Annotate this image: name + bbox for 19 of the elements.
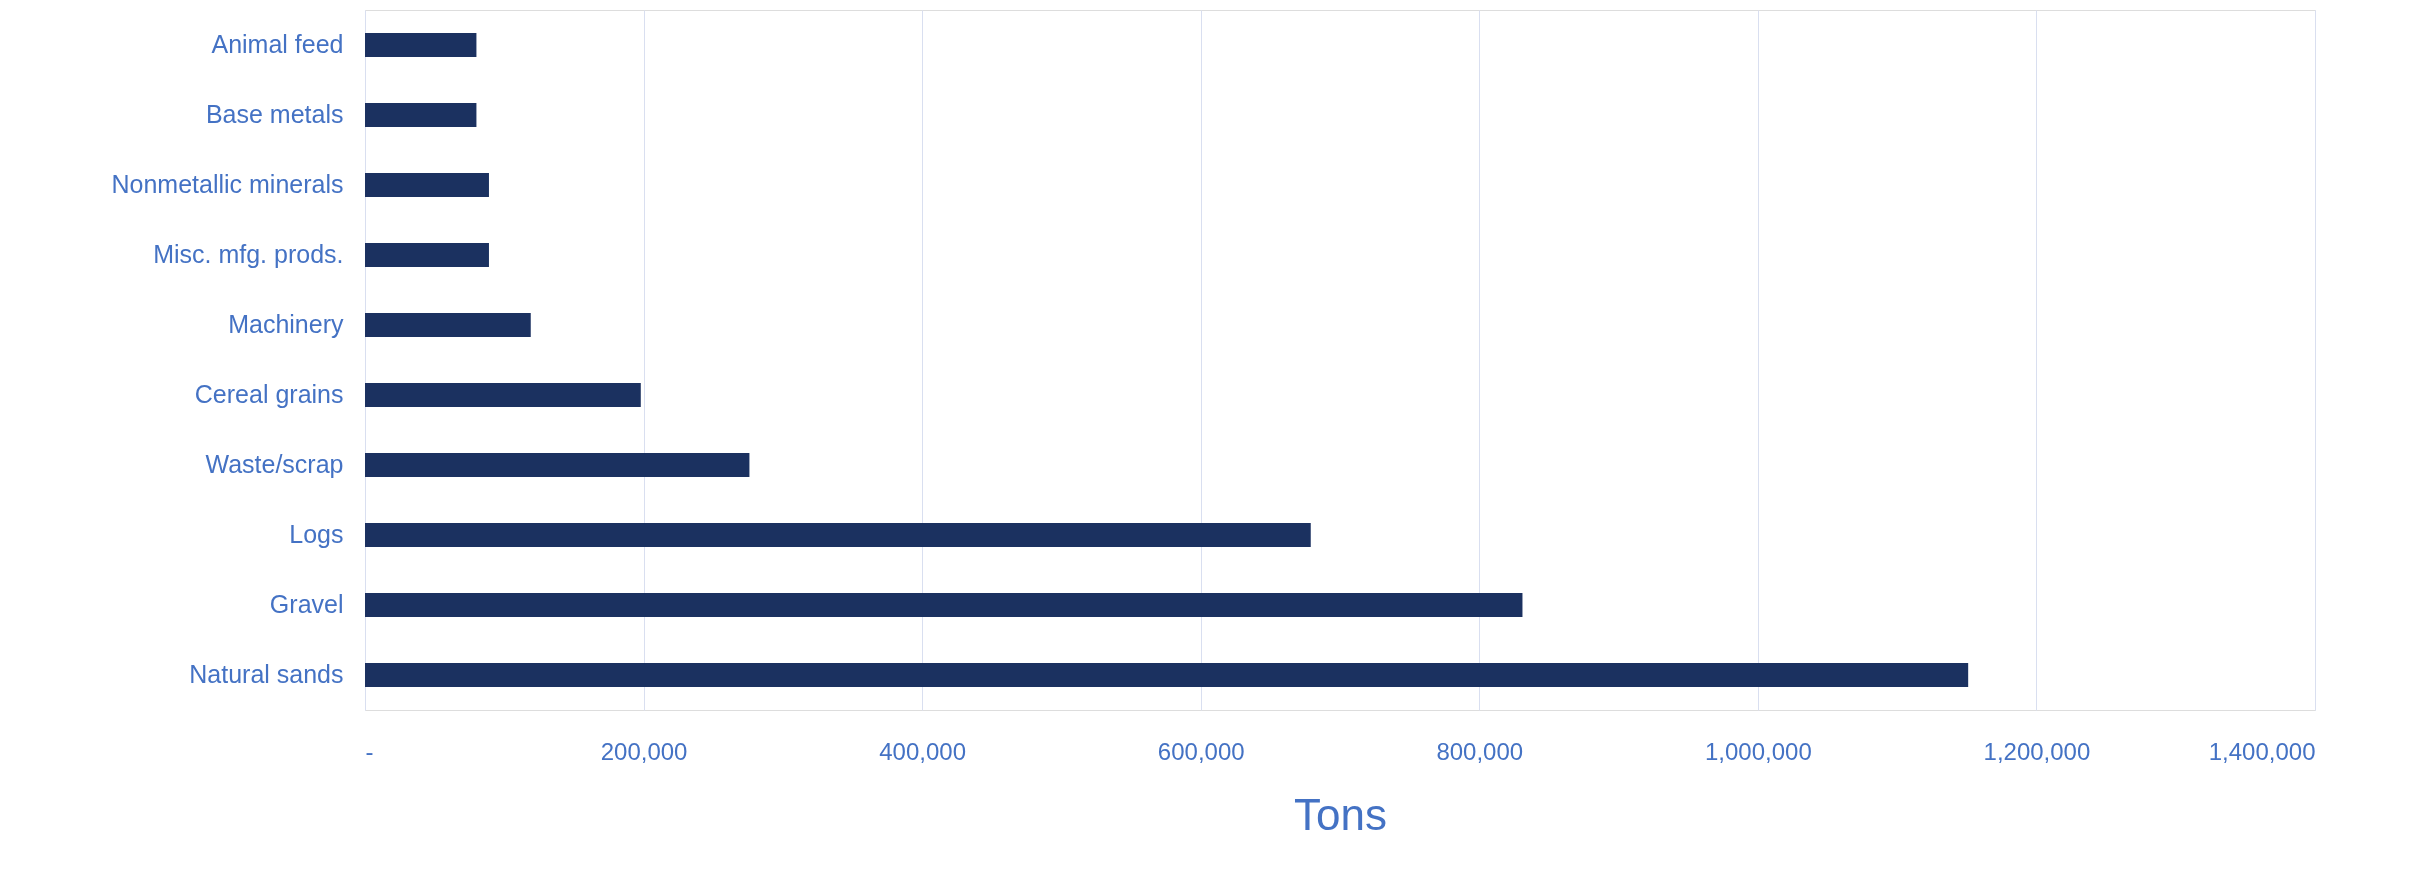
y-tick-label: Waste/scrap xyxy=(205,450,344,478)
y-tick-label: Misc. mfg. prods. xyxy=(153,240,344,268)
y-tick-label: Gravel xyxy=(269,590,344,618)
x-tick-label: - xyxy=(365,737,374,765)
x-tick-label: 1,000,000 xyxy=(1704,737,1812,765)
x-tick-label: 200,000 xyxy=(600,737,688,765)
y-tick-label: Logs xyxy=(289,520,344,548)
y-tick-label: Machinery xyxy=(228,310,344,338)
x-tick-label: 1,200,000 xyxy=(1983,737,2091,765)
x-tick-label: 600,000 xyxy=(1157,737,1245,765)
y-tick-label: Nonmetallic minerals xyxy=(111,170,344,198)
x-tick-label: 800,000 xyxy=(1436,737,1524,765)
x-tick-label: 400,000 xyxy=(879,737,967,765)
y-tick-label: Cereal grains xyxy=(194,380,344,408)
x-tick-label: 1,400,000 xyxy=(2208,737,2316,765)
y-tick-label: Animal feed xyxy=(211,30,344,58)
y-tick-label: Base metals xyxy=(205,100,344,128)
x-axis-title: Tons xyxy=(1294,789,1387,839)
y-tick-label: Natural sands xyxy=(189,660,344,688)
